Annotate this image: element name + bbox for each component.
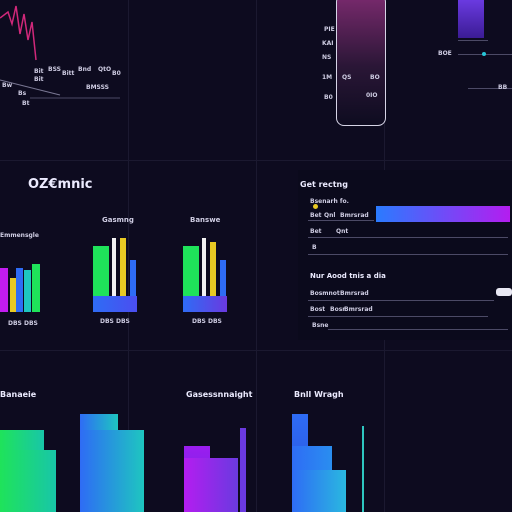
chart-bar	[130, 260, 136, 296]
fader-label: KAI	[322, 40, 334, 47]
bottom-mid-title: Gasessnnaight	[186, 390, 252, 399]
marker-dot	[482, 52, 486, 56]
chart-bar	[112, 238, 116, 296]
chart-bar	[0, 268, 8, 312]
setting-label: Bet	[310, 228, 322, 235]
setting-divider	[308, 254, 508, 255]
fader-label: NS	[322, 54, 331, 61]
brand-title: OZ€mnic	[28, 177, 93, 192]
marker-label: BOE	[438, 50, 452, 57]
setting-divider	[308, 237, 508, 238]
waveform-label: Bitt	[62, 70, 74, 77]
waveform-label: Bit	[34, 68, 44, 75]
waveform-label: Bit	[34, 76, 44, 83]
setting-label: Qnt	[336, 228, 348, 235]
chart-footer: DBS DBS	[8, 320, 38, 327]
chart-bar	[93, 296, 137, 312]
fader-label: PIE	[324, 26, 335, 33]
chart-bar	[120, 238, 126, 296]
waveform-panel: Bit BSS Bnd QtO B0 Bit Bitt Bw BMSSS Bs …	[0, 0, 140, 110]
setting-label: Bsenarh fo.	[310, 198, 349, 205]
bottom-bar	[0, 450, 56, 512]
chart-footer: DBS DBS	[100, 318, 130, 325]
waveform-label: Bw	[2, 82, 12, 89]
grid-line	[0, 160, 512, 161]
setting-label: Bosmnot	[310, 290, 340, 297]
bottom-right-title: Bnll Wragh	[294, 390, 344, 399]
fader-panel: PIE KAI NS 1M B0 QS BO 0IO BOE BB	[300, 0, 512, 140]
bottom-bar	[362, 426, 364, 512]
level-marker[interactable]	[458, 0, 484, 38]
bottom-left-title: Banaeie	[0, 390, 36, 399]
setting-label: Bmrsrad	[344, 306, 373, 313]
setting-label: Qnl	[324, 212, 335, 219]
setting-label: Bsne	[312, 322, 329, 329]
chart-bar	[32, 264, 40, 312]
marker-line	[458, 40, 488, 41]
chart-label: Emmensgle	[0, 232, 39, 239]
bottom-bar	[184, 458, 238, 512]
chart-bar	[24, 270, 31, 312]
grid-line	[0, 350, 512, 351]
bottom-bar	[292, 470, 346, 512]
setting-label: B	[312, 244, 317, 251]
setting-label: Bet	[310, 212, 322, 219]
waveform-label: BMSSS	[86, 84, 109, 91]
chart-bar	[183, 296, 227, 312]
grid-line	[256, 0, 257, 512]
fader-button[interactable]: BO	[370, 74, 380, 81]
bottom-bar	[240, 428, 246, 512]
fader-button[interactable]: QS	[342, 74, 351, 81]
setting-divider	[308, 316, 488, 317]
chart-group-title: Banswe	[190, 216, 220, 224]
waveform-label: Bnd	[78, 66, 91, 73]
settings-title: Get rectng	[300, 180, 348, 189]
mid-chart-panel: Emmensgle Gasmng Banswe DBS DBS DBS DBS …	[0, 200, 250, 340]
setting-label: Bmrsrad	[340, 290, 369, 297]
waveform-label: Bs	[18, 90, 26, 97]
chart-bar	[16, 268, 23, 312]
bottom-bar	[80, 430, 144, 512]
fader-label: B0	[324, 94, 333, 101]
setting-label: Bosr	[330, 306, 345, 313]
chart-bar	[220, 260, 226, 296]
toggle-switch[interactable]	[496, 288, 512, 296]
marker-label: BB	[498, 84, 507, 91]
setting-divider	[308, 300, 494, 301]
chart-bar	[210, 242, 216, 296]
setting-label: Bost	[310, 306, 325, 313]
chart-bar	[93, 246, 109, 296]
setting-label: Bmrsrad	[340, 212, 369, 219]
chart-bar	[202, 238, 206, 296]
setting-divider	[328, 329, 508, 330]
waveform-label: B0	[112, 70, 121, 77]
fader-track[interactable]	[336, 0, 386, 126]
waveform-label: Bt	[22, 100, 29, 107]
fader-button[interactable]: 0IO	[366, 92, 378, 99]
settings-panel: Get rectng Bsenarh fo. Bet Qnl Bmrsrad B…	[298, 170, 512, 340]
section-title: Nur Aood tnis a dia	[310, 272, 386, 280]
waveform-label: BSS	[48, 66, 61, 73]
waveform-line	[0, 6, 36, 60]
gradient-progress[interactable]	[376, 206, 510, 222]
chart-bar	[183, 246, 199, 296]
chart-group-title: Gasmng	[102, 216, 134, 224]
chart-footer: DBS DBS	[192, 318, 222, 325]
fader-label: 1M	[322, 74, 332, 81]
waveform-label: QtO	[98, 66, 111, 73]
setting-divider	[308, 220, 374, 221]
